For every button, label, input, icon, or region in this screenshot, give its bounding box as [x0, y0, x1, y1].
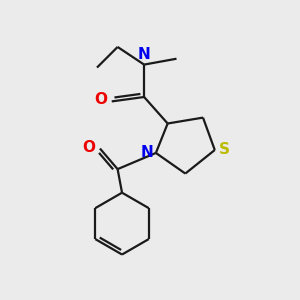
Text: O: O — [82, 140, 95, 154]
Text: N: N — [140, 146, 153, 160]
Text: N: N — [138, 47, 151, 62]
Text: O: O — [94, 92, 107, 107]
Text: S: S — [219, 142, 230, 158]
